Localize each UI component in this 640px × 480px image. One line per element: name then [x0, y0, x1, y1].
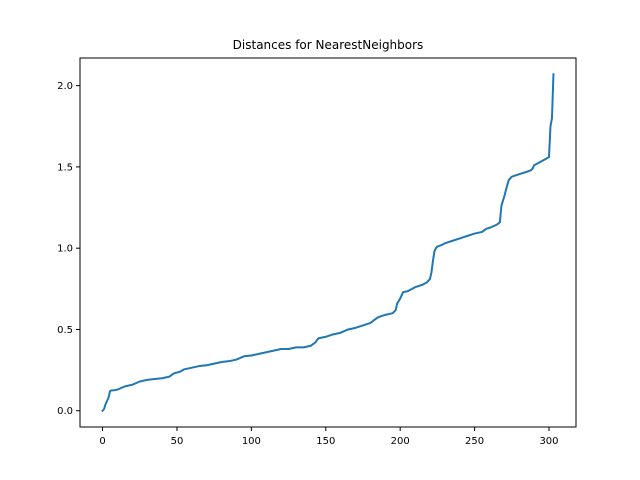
y-tick-label: 0.0 [57, 406, 73, 417]
x-tick-label: 0 [99, 436, 105, 447]
y-tick-label: 1.0 [57, 244, 73, 255]
y-axis-ticks: 0.0 0.5 1.0 1.5 2.0 [57, 81, 80, 417]
x-tick-label: 50 [171, 436, 184, 447]
y-tick-label: 0.5 [57, 325, 73, 336]
x-tick-label: 250 [465, 436, 484, 447]
x-axis-ticks: 0 50 100 150 200 250 300 [99, 427, 559, 447]
x-tick-label: 100 [242, 436, 261, 447]
y-tick-label: 1.5 [57, 162, 73, 173]
series-line [101, 73, 555, 413]
y-tick-label: 2.0 [57, 81, 73, 92]
x-tick-label: 200 [391, 436, 410, 447]
x-tick-label: 300 [539, 436, 558, 447]
chart-title: Distances for NearestNeighbors [233, 38, 424, 52]
plot-frame [79, 57, 577, 428]
x-tick-label: 150 [316, 436, 335, 447]
